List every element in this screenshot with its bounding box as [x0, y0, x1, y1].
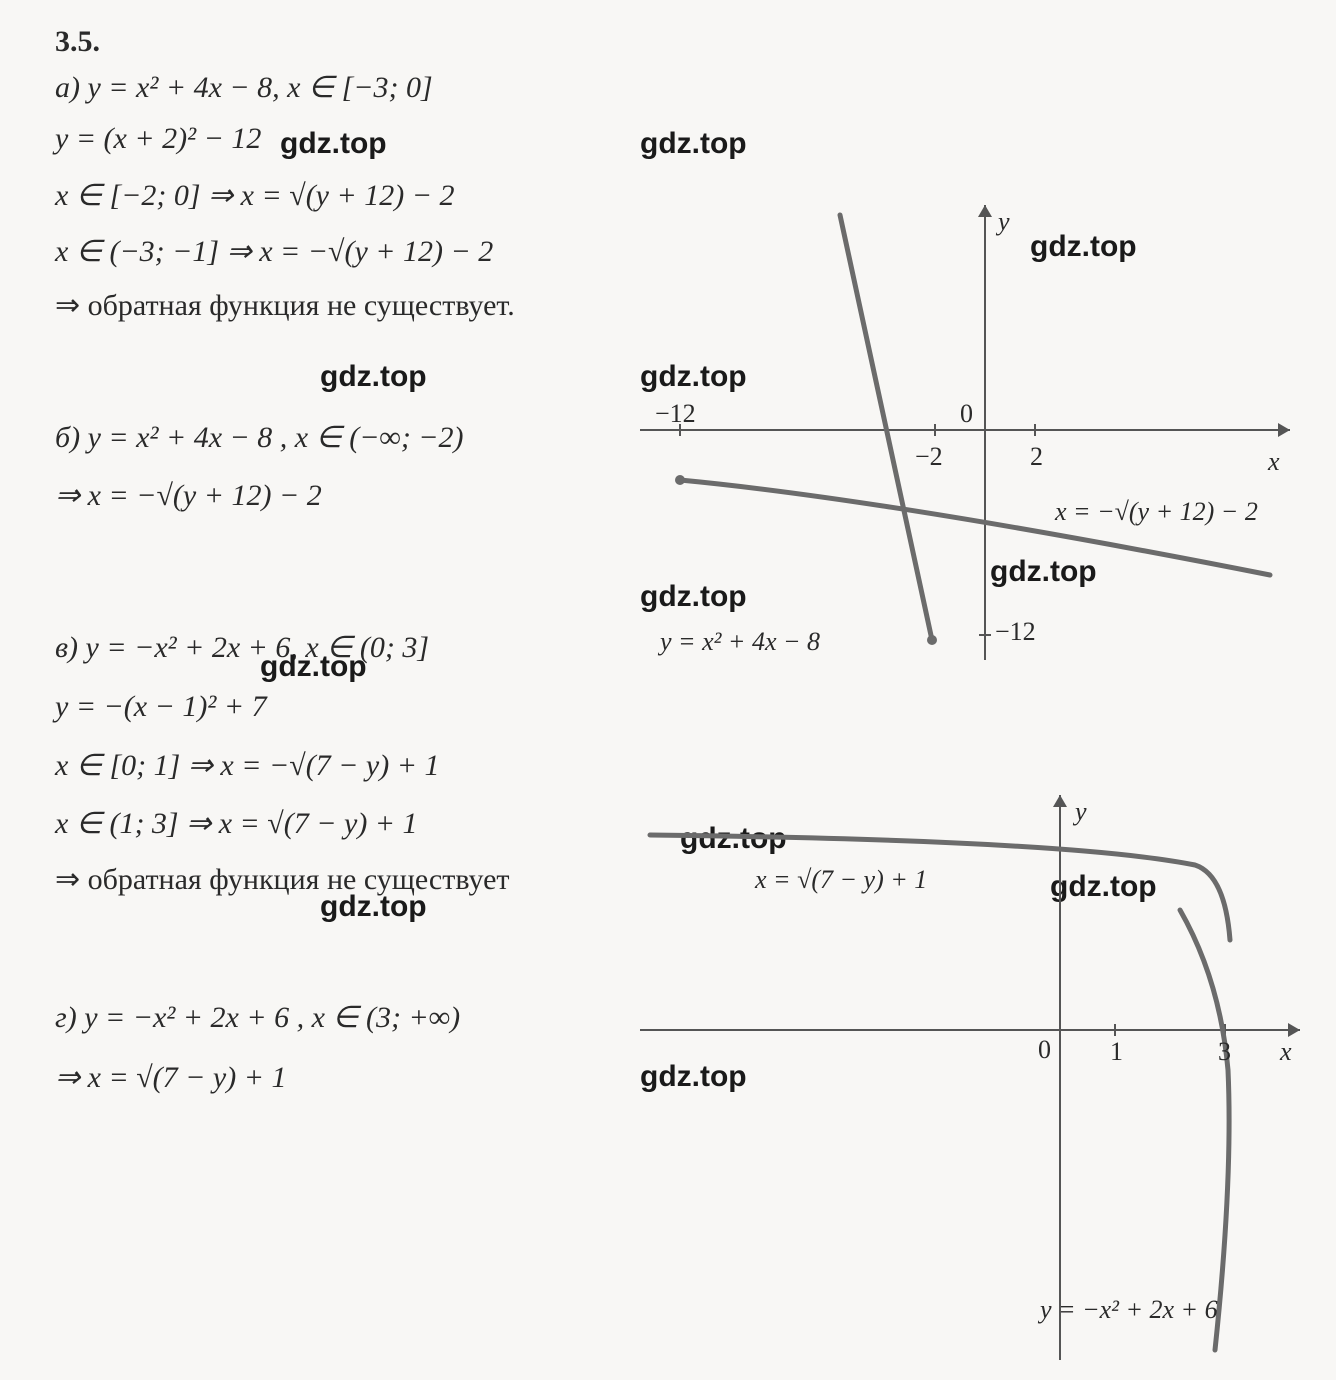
part-c-step1: y = −(x − 1)² + 7 — [55, 690, 267, 724]
graph2-x-label: x — [1279, 1037, 1292, 1066]
graph1-x-label: x — [1267, 447, 1280, 476]
graph2-zero: 0 — [1038, 1035, 1051, 1064]
graph2-curve2-label: y = −x² + 2x + 6 — [1037, 1295, 1218, 1324]
part-b-eq: б) y = x² + 4x − 8 , x ∈ (−∞; −2) — [55, 420, 464, 455]
graph-2: y x 0 1 3 x = √(7 − y) + 1 y = −x² + 2x … — [620, 780, 1320, 1380]
part-c-eq: в) y = −x² + 2x + 6, x ∈ (0; 3] — [55, 630, 429, 665]
part-d-step1: ⇒ x = √(7 − y) + 1 — [55, 1060, 286, 1095]
graph1-curve1-label: x = −√(y + 12) − 2 — [1054, 497, 1258, 526]
part-c-step2: x ∈ [0; 1] ⇒ x = −√(7 − y) + 1 — [55, 748, 439, 783]
graph1-tick-2: 2 — [1030, 442, 1043, 471]
part-a-step2: x ∈ [−2; 0] ⇒ x = √(y + 12) − 2 — [55, 178, 454, 213]
problem-number: 3.5. — [55, 25, 100, 59]
part-c-conclusion: ⇒ обратная функция не существует — [55, 862, 510, 897]
graph1-zero: 0 — [960, 399, 973, 428]
watermark: gdz.top — [640, 127, 747, 161]
graph1-tick-neg2: −2 — [915, 442, 943, 471]
part-a-eq: а) y = x² + 4x − 8, x ∈ [−3; 0] — [55, 70, 433, 105]
watermark: gdz.top — [260, 650, 367, 684]
watermark: gdz.top — [320, 890, 427, 924]
watermark: gdz.top — [320, 360, 427, 394]
part-a-step3: x ∈ (−3; −1] ⇒ x = −√(y + 12) − 2 — [55, 234, 493, 269]
graph1-y-label: y — [995, 207, 1010, 236]
graph2-curve1-label: x = √(7 − y) + 1 — [754, 865, 927, 894]
part-a-step1: y = (x + 2)² − 12 — [55, 122, 261, 156]
graph2-tick-3: 3 — [1218, 1037, 1231, 1066]
part-d-eq: г) y = −x² + 2x + 6 , x ∈ (3; +∞) — [55, 1000, 460, 1035]
graph1-curve2-label: y = x² + 4x − 8 — [657, 627, 820, 656]
graph-1: y x 0 −12 −2 2 −12 x = −√(y + 12) − 2 y … — [590, 190, 1310, 700]
page-root: 3.5. а) y = x² + 4x − 8, x ∈ [−3; 0] y =… — [0, 0, 1336, 1365]
graph1-tick-yneg12: −12 — [995, 617, 1036, 646]
part-a-conclusion: ⇒ обратная функция не существует. — [55, 288, 515, 323]
part-c-step3: x ∈ (1; 3] ⇒ x = √(7 − y) + 1 — [55, 806, 418, 841]
part-b-step1: ⇒ x = −√(y + 12) − 2 — [55, 478, 322, 513]
graph1-tick-neg12: −12 — [655, 399, 696, 428]
graph2-y-label: y — [1072, 797, 1087, 826]
graph2-tick-1: 1 — [1110, 1037, 1123, 1066]
watermark: gdz.top — [280, 127, 387, 161]
